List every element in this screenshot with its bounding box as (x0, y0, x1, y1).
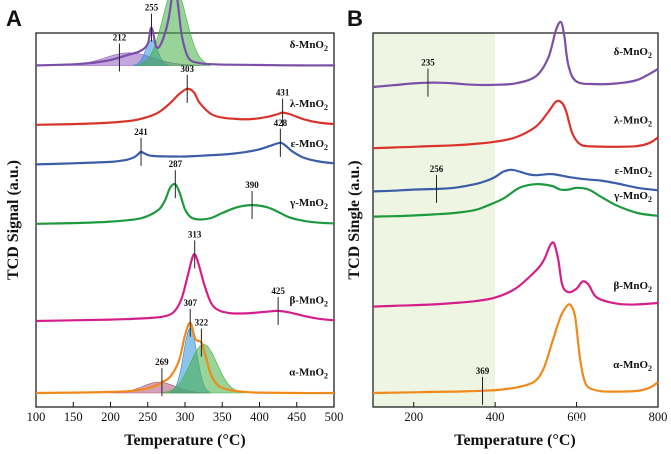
a-peak-label-241: 241 (134, 127, 148, 137)
a-series-label-alpha: α-MnO2 (289, 366, 328, 380)
panel-a: A δ-MnO2 λ-MnO2 ε-MnO2 γ-MnO2 β-MnO2 α-MnO2 21… (5, 0, 343, 449)
a-series-label-beta: β-MnO2 (289, 294, 328, 308)
b-trace-epsilon (372, 168, 659, 193)
a-x-tick-label-150: 150 (64, 410, 83, 424)
panel-a-x-axis-title: Temperature (°C) (124, 432, 245, 449)
panel-b: B δ-MnO2 λ-MnO2 ε-MnO2 γ-MnO2 β-MnO2 α-MnO2 23… (346, 6, 667, 449)
b-trace-delta (372, 20, 659, 89)
a-peak-label-322: 322 (195, 318, 209, 328)
b-series-label-lambda: λ-MnO2 (614, 114, 652, 128)
b-x-tick-label-800: 800 (649, 410, 668, 424)
a-peak-label-303: 303 (180, 64, 194, 74)
b-trace-alpha (372, 303, 659, 395)
b-x-tick-label-400: 400 (486, 410, 505, 424)
panel-a-letter: A (6, 6, 22, 31)
a-x-tick-label-400: 400 (250, 410, 269, 424)
panel-b-shaded-region (373, 33, 496, 407)
a-peak-label-287: 287 (169, 159, 183, 169)
a-x-tick-label-300: 300 (176, 410, 195, 424)
a-x-tick-label-350: 350 (213, 410, 232, 424)
a-x-tick-label-200: 200 (101, 410, 120, 424)
a-peak-label-390: 390 (245, 180, 259, 190)
panel-b-y-axis-title: TCD Single (a.u.) (346, 160, 363, 279)
a-peak-label-428: 428 (274, 118, 288, 128)
a-trace-gamma (35, 182, 335, 225)
b-peak-label-369: 369 (476, 366, 490, 376)
b-series-label-delta: δ-MnO2 (614, 46, 652, 60)
a-trace-lambda (35, 87, 335, 126)
a-peak-label-255: 255 (145, 3, 159, 13)
b-trace-beta (372, 241, 659, 308)
a-trace-epsilon (35, 141, 335, 166)
a-series-label-epsilon: ε-MnO2 (291, 138, 328, 152)
panel-a-traces: δ-MnO2 λ-MnO2 ε-MnO2 γ-MnO2 β-MnO2 α-MnO2 212 2… (35, 0, 335, 397)
a-x-tick-label-100: 100 (27, 410, 46, 424)
panel-b-traces: δ-MnO2 λ-MnO2 ε-MnO2 γ-MnO2 β-MnO2 α-MnO2 235 2… (372, 20, 659, 405)
a-x-tick-label-500: 500 (325, 410, 344, 424)
panel-b-plot-frame (372, 32, 659, 408)
a-fit-area-delta-2 (138, 0, 211, 66)
a-peak-label-269: 269 (155, 357, 169, 367)
b-peak-label-235: 235 (421, 58, 435, 68)
b-series-label-beta: β-MnO2 (613, 280, 652, 294)
panel-b-x-ticks: 200 400 600 800 (404, 402, 667, 424)
watermark-text: 知乎 @材料最Top (543, 416, 647, 432)
b-trace-gamma (372, 183, 659, 218)
b-x-tick-label-200: 200 (404, 410, 423, 424)
a-peak-label-307: 307 (183, 298, 197, 308)
a-peak-label-313: 313 (188, 229, 202, 239)
b-series-label-gamma: γ-MnO2 (613, 190, 652, 204)
a-series-label-delta: δ-MnO2 (290, 39, 328, 53)
b-series-label-alpha: α-MnO2 (613, 359, 652, 373)
a-fit-area-alpha-5 (163, 344, 245, 394)
b-trace-lambda (372, 99, 659, 150)
panel-a-x-ticks: 100 150 200 250 300 350 400 450 500 (27, 402, 344, 424)
a-series-label-lambda: λ-MnO2 (290, 98, 328, 112)
a-trace-delta (35, 0, 335, 67)
a-x-tick-label-250: 250 (138, 410, 157, 424)
b-peak-label-256: 256 (430, 164, 444, 174)
panel-b-letter: B (347, 6, 363, 31)
panel-a-y-axis-title: TCD Signal (a.u.) (5, 160, 22, 280)
b-series-label-epsilon: ε-MnO2 (615, 165, 652, 179)
a-series-label-gamma: γ-MnO2 (289, 197, 328, 211)
panel-b-x-axis-title: Temperature (°C) (454, 432, 575, 449)
a-peak-label-431: 431 (276, 88, 290, 98)
b-x-tick-label-600: 600 (567, 410, 586, 424)
a-peak-label-425: 425 (271, 286, 285, 296)
a-x-tick-label-450: 450 (287, 410, 306, 424)
a-peak-label-212: 212 (113, 32, 127, 42)
a-trace-beta (35, 253, 335, 323)
